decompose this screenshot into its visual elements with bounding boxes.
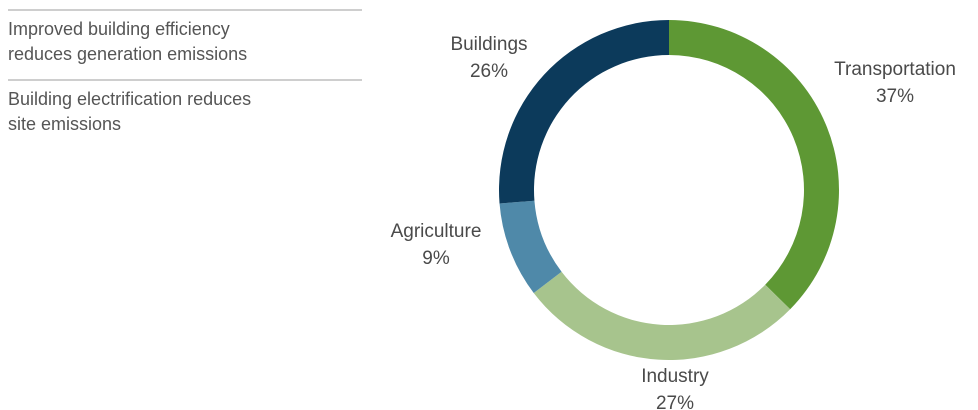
- donut-segment: [669, 20, 839, 310]
- value-label: 27%: [656, 393, 694, 410]
- donut-segment: [499, 20, 669, 204]
- note-text: Improved building efficiency: [8, 19, 230, 39]
- note-text: Building electrification reduces: [8, 89, 251, 109]
- donut-segment: [533, 271, 791, 360]
- segment-label: Buildings: [450, 34, 527, 55]
- value-label: 26%: [470, 61, 508, 82]
- value-label: 9%: [422, 248, 450, 269]
- segment-label: Industry: [641, 366, 709, 387]
- value-label: 37%: [876, 86, 914, 107]
- note-text: site emissions: [8, 114, 121, 134]
- segment-label: Agriculture: [391, 221, 482, 242]
- segment-label: Transportation: [834, 59, 956, 80]
- donut-segment: [499, 200, 562, 293]
- note-text: reduces generation emissions: [8, 44, 247, 64]
